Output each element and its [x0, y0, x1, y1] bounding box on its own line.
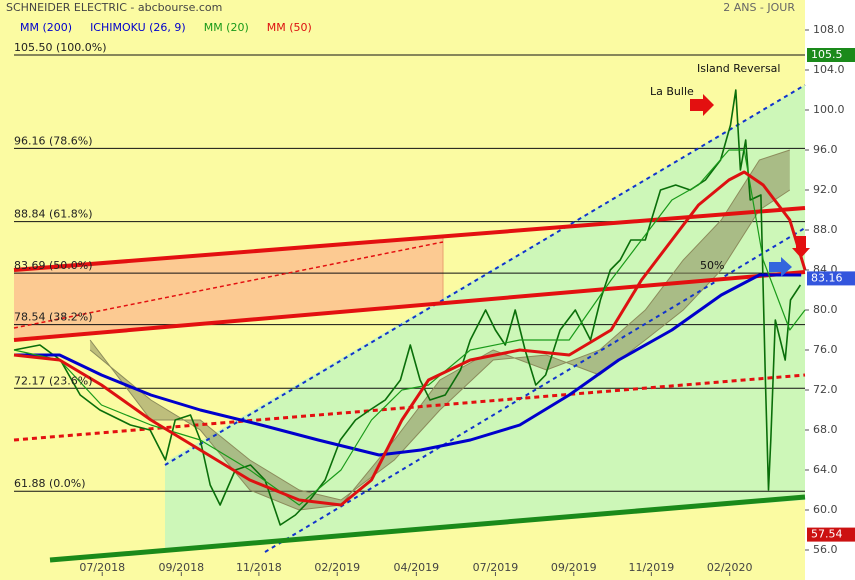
chart-title: SCHNEIDER ELECTRIC - abcbourse.com [6, 1, 222, 14]
y-tick-label: 60.0 [813, 503, 838, 516]
annotation: Island Reversal [697, 62, 780, 75]
y-tick-label: 100.0 [813, 103, 845, 116]
level-label: 78.54 (38.2%) [14, 311, 93, 324]
ichimoku-span-a [89, 149, 790, 511]
price-tag [807, 48, 855, 62]
level-label: 105.50 (100.0%) [14, 41, 107, 54]
level-label: 83.69 (50.0%) [14, 259, 93, 272]
moving-average [14, 273, 802, 457]
x-tick-label: 09/2018 [158, 561, 204, 574]
y-tick-label: 92.0 [813, 183, 838, 196]
x-tick-label: 11/2019 [629, 561, 675, 574]
y-tick-label: 72.0 [813, 383, 838, 396]
price-tag-label: 57.54 [811, 528, 843, 541]
price-tag [807, 271, 855, 286]
layer [14, 54, 805, 511]
legend-entry: MM (20) [204, 21, 249, 34]
x-tick-label: 02/2020 [707, 561, 753, 574]
x-tick-label: 09/2019 [551, 561, 597, 574]
annotation: 50% [700, 259, 724, 272]
y-tick-label: 56.0 [813, 543, 838, 556]
chart-subtitle: 2 ANS - JOUR [723, 1, 795, 14]
y-tick-label: 64.0 [813, 463, 838, 476]
x-tick-label: 07/2018 [79, 561, 125, 574]
y-tick-label: 76.0 [813, 343, 838, 356]
level-label: 96.16 (78.6%) [14, 134, 93, 147]
annotation: La Bulle [650, 85, 694, 98]
x-tick-label: 07/2019 [473, 561, 519, 574]
legend-entry: MM (50) [267, 21, 312, 34]
legend-entry: MM (200) [20, 21, 72, 34]
level-label: 88.84 (61.8%) [14, 208, 93, 221]
arrow [769, 257, 792, 277]
price-tag-label: 83.16 [811, 271, 843, 284]
y-tick-label: 80.0 [813, 303, 838, 316]
x-tick-label: 02/2019 [314, 561, 360, 574]
level-label: 61.88 (0.0%) [14, 477, 86, 490]
y-tick-label: 96.0 [813, 143, 838, 156]
layer [13, 89, 807, 526]
y-tick-label: 104.0 [813, 63, 845, 76]
x-tick-label: 11/2018 [236, 561, 282, 574]
arrow [690, 94, 714, 116]
trendline-red [13, 270, 806, 342]
moving-average [13, 149, 806, 506]
x-tick-label: 04/2019 [393, 561, 439, 574]
arrow [792, 236, 810, 258]
legend-entry: ICHIMOKU (26, 9) [90, 21, 186, 34]
channel-lower [264, 227, 806, 553]
trendline-green [49, 494, 806, 563]
trendline-red [13, 206, 806, 272]
y-tick-label: 68.0 [813, 423, 838, 436]
ichimoku-cloud [90, 150, 790, 510]
moving-average [13, 170, 807, 507]
axis-background [805, 0, 855, 580]
y-tick-label: 88.0 [813, 223, 838, 236]
price-tag [807, 527, 855, 542]
trendline-red-dashed [13, 241, 444, 329]
price-line [13, 89, 802, 526]
price-tag-label: 105.5 [811, 48, 843, 61]
ichimoku-span-b [89, 189, 791, 501]
channel-zone [165, 85, 805, 550]
level-label: 72.17 (23.6%) [14, 374, 93, 387]
y-tick-label: 108.0 [813, 23, 845, 36]
